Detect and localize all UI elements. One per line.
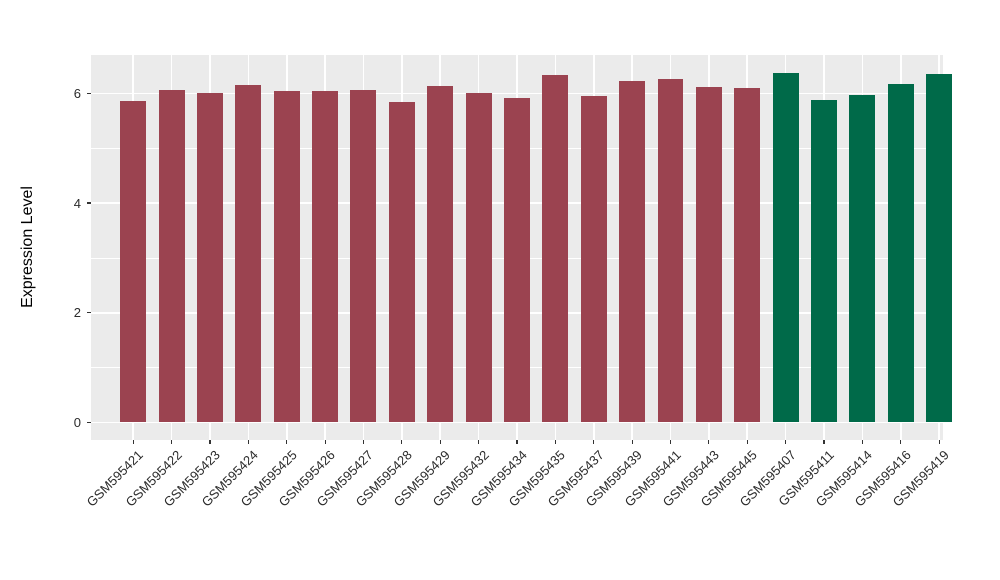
x-tick-mark	[708, 440, 710, 444]
bar	[235, 85, 262, 423]
x-tick-mark	[785, 440, 787, 444]
x-tick-mark	[938, 440, 940, 444]
bar	[772, 73, 799, 423]
bar	[695, 86, 722, 423]
plot-panel	[91, 55, 953, 440]
bar	[312, 90, 339, 423]
x-tick-mark	[439, 440, 441, 444]
x-tick-mark	[554, 440, 556, 444]
x-tick-mark	[746, 440, 748, 444]
x-tick-mark	[823, 440, 825, 444]
x-tick-mark	[247, 440, 249, 444]
x-tick-mark	[209, 440, 211, 444]
x-tick-mark	[324, 440, 326, 444]
x-tick-mark	[286, 440, 288, 444]
bar	[388, 102, 415, 423]
y-tick-mark	[87, 202, 91, 204]
x-tick-mark	[362, 440, 365, 444]
bar	[465, 92, 492, 423]
x-tick-mark	[900, 440, 902, 444]
y-tick-label: 6	[73, 85, 81, 101]
bar	[811, 99, 837, 423]
x-tick-mark	[170, 440, 173, 444]
y-tick-mark	[87, 92, 91, 94]
x-tick-mark	[401, 440, 403, 444]
bar	[926, 73, 953, 423]
bar	[273, 90, 300, 423]
y-tick-label: 4	[73, 195, 81, 211]
x-tick-mark	[861, 440, 863, 444]
bar	[619, 81, 646, 423]
bar	[849, 95, 876, 423]
x-tick-mark	[593, 440, 595, 444]
y-axis-title: Expression Level	[19, 185, 36, 308]
bar	[580, 96, 607, 423]
x-tick-mark	[516, 440, 518, 444]
bar	[196, 92, 223, 423]
y-tick-label: 2	[73, 305, 81, 321]
y-tick-label: 0	[73, 414, 81, 430]
bar	[158, 90, 185, 423]
x-tick-mark	[132, 440, 134, 444]
bar	[657, 78, 684, 423]
y-tick-mark	[87, 312, 91, 314]
bar	[350, 90, 377, 423]
bar	[120, 101, 147, 423]
bar	[504, 98, 530, 423]
y-tick-mark	[87, 421, 91, 424]
bar	[887, 83, 914, 423]
x-tick-mark	[631, 440, 633, 444]
bar	[542, 74, 569, 423]
bar	[734, 87, 761, 423]
x-tick-mark	[669, 440, 672, 444]
x-tick-mark	[478, 440, 480, 444]
bar	[427, 86, 454, 423]
